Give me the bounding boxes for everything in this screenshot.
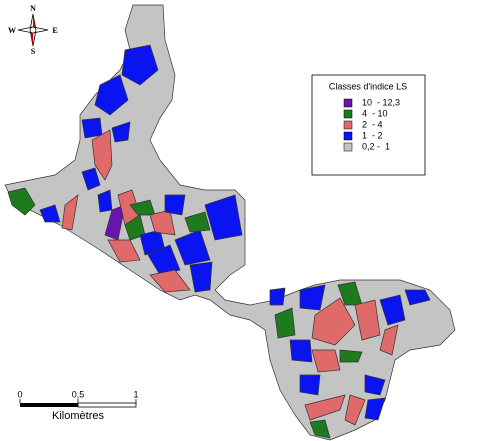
- zone: [269, 287, 286, 306]
- scale-unit: Kilomètres: [52, 410, 104, 422]
- zone: [111, 121, 131, 143]
- zone: [364, 374, 386, 396]
- zone: [364, 397, 386, 421]
- zone: [7, 187, 36, 216]
- zone: [204, 194, 243, 241]
- zone: [149, 209, 176, 236]
- legend-swatch: [343, 142, 353, 152]
- zone: [289, 339, 313, 363]
- zone: [174, 229, 211, 266]
- zone: [39, 204, 61, 223]
- scale-label: 1: [133, 389, 138, 399]
- compass-needle: [33, 14, 36, 30]
- compass-label: S: [31, 47, 36, 56]
- zone: [299, 284, 326, 311]
- scale-label: 0,5: [72, 389, 85, 399]
- legend-swatch: [343, 120, 353, 130]
- zone: [164, 194, 186, 216]
- legend: Classes d'indice LS 10 - 12,34 - 102 - 4…: [311, 74, 426, 176]
- legend-swatch: [343, 109, 353, 119]
- scale-bar: Kilomètres 0 0,5 1: [17, 389, 138, 422]
- compass-label: N: [30, 4, 36, 13]
- compass: N S E W: [8, 4, 58, 56]
- zone: [91, 129, 113, 181]
- zone: [311, 297, 356, 346]
- compass-needle: [30, 30, 33, 46]
- zone: [304, 394, 346, 421]
- legend-box: [311, 74, 426, 176]
- compass-center: [29, 26, 37, 34]
- zone: [311, 349, 341, 373]
- zone: [354, 299, 381, 341]
- zone: [299, 374, 321, 396]
- zone: [379, 324, 399, 356]
- zone: [339, 349, 363, 363]
- map: [4, 4, 456, 441]
- zone: [184, 211, 211, 233]
- legend-label: 0,2 - 1: [362, 141, 390, 151]
- zone: [379, 294, 406, 326]
- zone: [94, 74, 129, 116]
- scale-label: 0: [17, 389, 22, 399]
- zone: [274, 307, 296, 339]
- scale-segment: [20, 403, 78, 407]
- zone: [61, 194, 79, 231]
- zone: [309, 419, 331, 439]
- zone: [81, 167, 101, 191]
- legend-label: 2 - 4: [362, 119, 383, 129]
- zone: [344, 394, 366, 426]
- legend-swatch: [343, 131, 353, 141]
- legend-label: 4 - 10: [362, 108, 388, 118]
- zone: [121, 44, 159, 86]
- zone: [149, 269, 191, 293]
- compass-label: E: [52, 26, 57, 35]
- legend-title: Classes d'indice LS: [329, 81, 407, 91]
- legend-label: 1 - 2: [362, 130, 383, 140]
- zone: [404, 289, 431, 306]
- scale-segment: [77, 402, 137, 408]
- compass-label: W: [8, 26, 16, 35]
- zone: [189, 261, 213, 293]
- legend-swatch: [343, 98, 353, 108]
- zone: [81, 117, 103, 139]
- zone: [107, 239, 141, 263]
- zone: [147, 244, 181, 276]
- legend-label: 10 - 12,3: [362, 97, 400, 107]
